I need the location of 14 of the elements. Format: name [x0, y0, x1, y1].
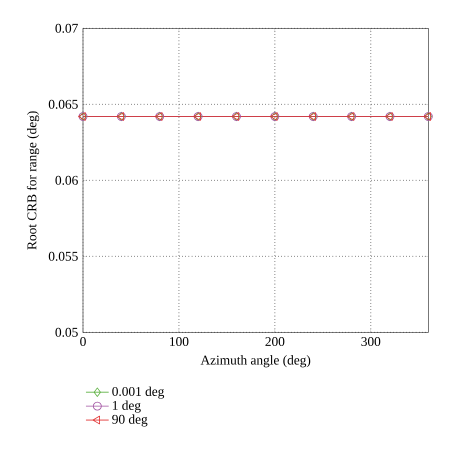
- x-tick-label: 0: [80, 337, 86, 346]
- legend-label: 90 deg: [112, 414, 148, 427]
- y-tick-label: 0.07: [55, 24, 78, 33]
- y-tick-label: 0.065: [48, 100, 78, 109]
- x-tick-label: 200: [265, 337, 284, 346]
- y-axis-title: Root CRB for range (deg): [26, 111, 40, 250]
- y-tick-label: 0.06: [55, 176, 78, 185]
- y-tick-label: 0.05: [55, 328, 78, 337]
- x-axis-title: Azimuth angle (deg): [200, 355, 310, 368]
- legend-label: 0.001 deg: [112, 386, 164, 399]
- y-tick-label: 0.055: [48, 252, 78, 261]
- x-tick-label: 100: [170, 337, 188, 346]
- x-tick-label: 300: [361, 337, 380, 346]
- legend-label: 1 deg: [112, 400, 141, 413]
